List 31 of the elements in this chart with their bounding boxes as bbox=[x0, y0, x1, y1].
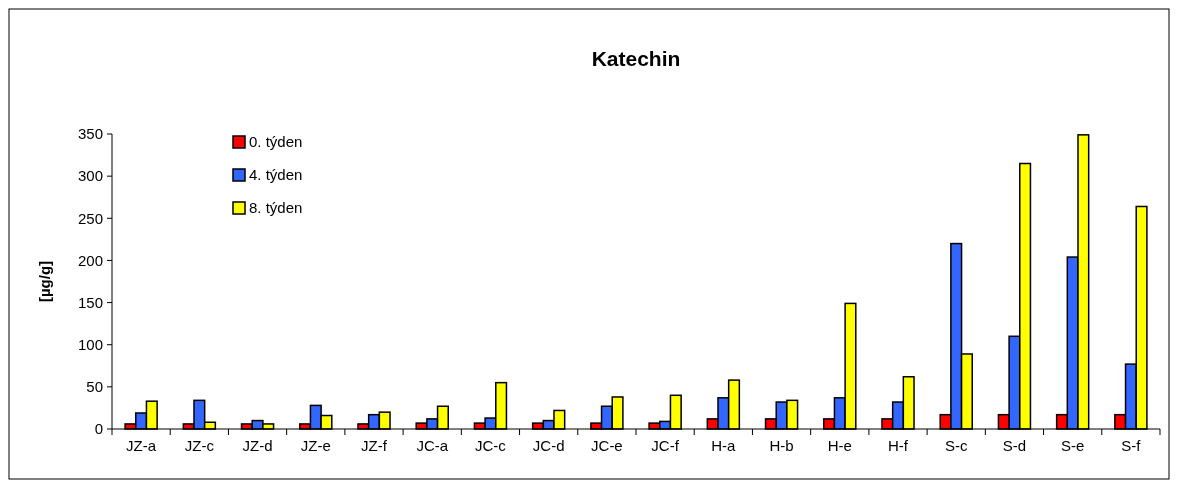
y-axis-title: [µg/g] bbox=[36, 260, 53, 303]
x-tick-label: JZ-a bbox=[126, 437, 157, 454]
chart-title: Katechin bbox=[591, 47, 681, 70]
y-tick-label: 200 bbox=[77, 251, 103, 269]
x-tick-label: JC-a bbox=[416, 437, 449, 454]
x-tick-label: H-a bbox=[711, 437, 737, 454]
y-tick-label: 0 bbox=[94, 420, 103, 438]
y-tick-label: 50 bbox=[86, 378, 103, 396]
x-tick-label: JZ-e bbox=[300, 437, 331, 454]
y-tick-label: 150 bbox=[77, 293, 103, 311]
x-tick-label: JZ-d bbox=[242, 437, 273, 454]
x-tick-label: H-f bbox=[888, 437, 909, 454]
y-tick-label: 350 bbox=[77, 125, 103, 143]
x-tick-label: JC-c bbox=[475, 437, 507, 454]
legend-label: 0. týden bbox=[249, 133, 303, 151]
x-tick-label: S-c bbox=[944, 437, 968, 454]
x-tick-label: JZ-f bbox=[361, 437, 388, 454]
x-tick-label: H-e bbox=[827, 437, 852, 454]
y-tick-label: 250 bbox=[77, 209, 103, 227]
x-tick-label: JZ-c bbox=[184, 437, 215, 454]
x-tick-label: S-d bbox=[1002, 437, 1027, 454]
x-tick-label: JC-e bbox=[591, 437, 623, 454]
y-tick-label: 100 bbox=[77, 335, 103, 353]
y-tick-label: 300 bbox=[77, 167, 103, 185]
legend-label: 8. týden bbox=[249, 199, 303, 217]
x-tick-label: S-f bbox=[1121, 437, 1142, 454]
legend-label: 4. týden bbox=[249, 166, 303, 184]
x-tick-label: JC-d bbox=[532, 437, 565, 454]
x-tick-label: JC-f bbox=[651, 437, 680, 454]
x-tick-label: H-b bbox=[769, 437, 794, 454]
x-tick-label: S-e bbox=[1060, 437, 1085, 454]
